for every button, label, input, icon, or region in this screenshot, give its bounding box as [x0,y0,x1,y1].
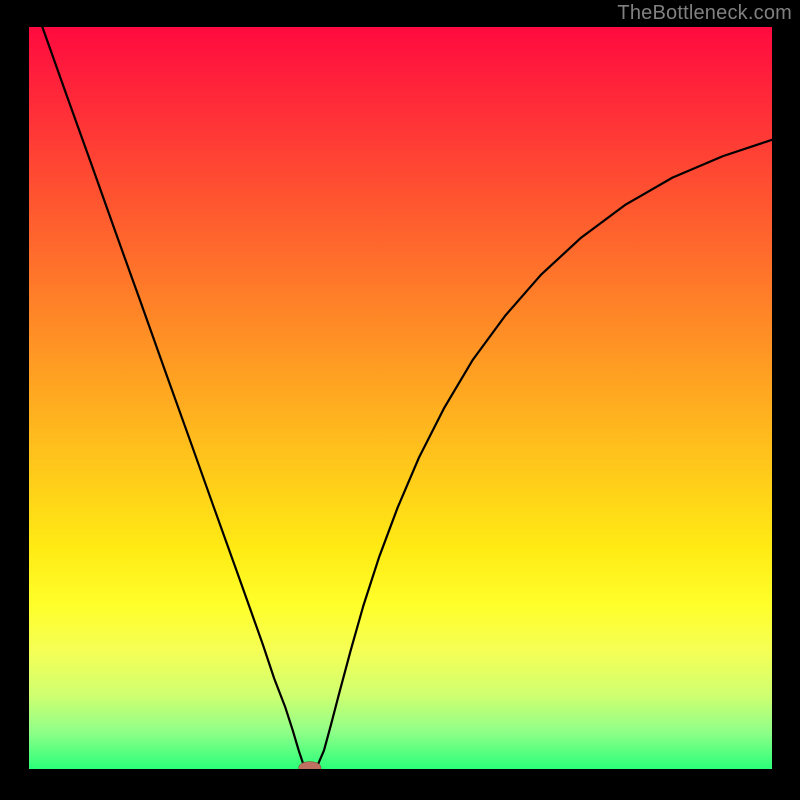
attribution-label: TheBottleneck.com [617,2,792,25]
plot-area [29,27,772,769]
gradient-background [29,27,772,769]
chart-stage: TheBottleneck.com [0,0,800,800]
bottleneck-curve-plot [29,27,772,769]
